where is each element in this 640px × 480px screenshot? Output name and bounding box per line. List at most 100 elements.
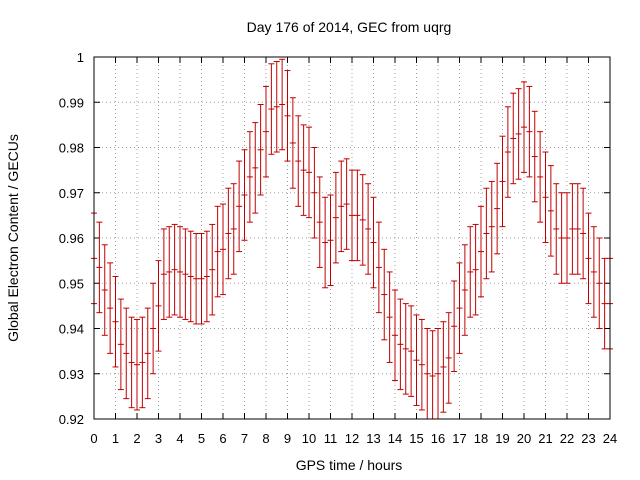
error-bar-point [424,328,431,420]
error-bar-point [418,318,425,411]
error-bar-point [117,298,124,391]
x-tick-label: 7 [241,431,248,446]
error-bar-point [128,316,135,409]
error-bar-point [123,307,130,400]
error-bar-point [354,169,361,262]
error-bar-point [515,88,522,180]
error-bar-point [263,85,269,178]
error-bar-point [198,232,205,325]
error-bar-point [381,248,388,341]
error-bar-point [488,180,495,273]
error-bar-point [155,260,162,352]
error-bar-point [499,135,506,228]
error-bar-point [349,169,355,262]
error-bar-point [435,328,441,420]
error-bar-point [220,203,226,296]
x-tick-label: 23 [581,431,595,446]
error-bar-point [171,223,178,316]
x-tick-label: 6 [219,431,226,446]
error-bar-point [580,187,587,280]
error-bar-point [445,312,452,404]
error-bar-point [327,194,334,287]
error-bar-point [279,58,286,151]
error-bar-point [596,237,603,329]
error-bar-point [370,196,377,289]
error-bar-point [311,147,318,239]
error-bar-point [289,97,296,189]
error-bar-point [112,275,119,368]
error-bar-point [397,298,404,391]
error-bar-point [413,314,420,406]
error-bar-point [494,162,501,255]
x-tick-label: 10 [302,431,316,446]
error-bar-point [295,115,302,207]
x-tick-label: 13 [366,431,380,446]
y-tick-label: 0.99 [59,95,84,110]
error-bar-point [574,183,581,275]
error-bar-point [160,228,167,320]
error-bar-point [531,110,538,203]
error-bar-point [214,205,221,298]
x-tick-label: 17 [452,431,466,446]
y-tick-label: 0.92 [59,412,84,427]
error-bar-point [193,232,200,325]
data-series [91,58,613,420]
error-bar-point [144,307,151,400]
error-bar-point [564,192,570,284]
y-axis-label: Global Electron Content / GECUs [5,134,21,342]
error-bar-point [187,230,194,323]
error-bar-point [375,221,382,314]
error-bar-point [209,223,216,316]
error-bar-point [601,257,608,350]
error-bar-point [177,226,183,318]
x-tick-label: 4 [176,431,183,446]
error-bar-point [96,221,103,314]
x-tick-label: 0 [90,431,97,446]
error-bar-point [526,85,533,178]
error-bar-point [107,262,114,354]
chart-title: Day 176 of 2014, GEC from uqrg [247,19,452,35]
y-tick-label: 0.95 [59,276,84,291]
x-tick-label: 11 [324,431,338,446]
x-axis-ticks: 0 1 2 3 4 5 6 7 8 9 10 11 12 13 14 15 16 17 18 19 20 21 22 23 24 [90,57,617,446]
x-tick-label: 2 [133,431,140,446]
error-bar-point [461,244,468,336]
error-bar-point [547,165,554,257]
error-bar-point [408,305,415,397]
y-tick-label: 0.96 [59,231,84,246]
error-bar-point [590,226,597,318]
x-tick-label: 20 [517,431,531,446]
x-tick-label: 18 [474,431,488,446]
x-tick-label: 16 [431,431,445,446]
error-bar-point [478,205,484,298]
error-bar-point [521,81,527,173]
x-tick-label: 8 [262,431,269,446]
error-bar-point [338,160,345,253]
error-bar-point [306,126,312,219]
error-bar-point [343,158,350,250]
error-bar-point [585,212,592,305]
error-bar-point [166,226,173,318]
x-tick-label: 24 [603,431,617,446]
error-bar-point [504,106,511,198]
y-tick-label: 0.93 [59,367,84,382]
x-axis-label: GPS time / hours [296,457,403,473]
error-bar-point [542,151,549,244]
x-tick-label: 19 [495,431,509,446]
error-bar-point [257,104,264,196]
x-tick-label: 15 [409,431,423,446]
error-bar-point [300,124,307,216]
error-bar-point [230,183,237,275]
error-bar-point [392,289,398,382]
error-bar-point [456,262,463,354]
error-bar-point [365,183,372,275]
error-bar-point [225,187,232,280]
y-tick-label: 0.94 [59,322,84,337]
error-bar-point [273,61,280,153]
error-bar-point [284,70,291,162]
error-bar-point [483,187,490,280]
error-bar-point [150,282,157,375]
error-bar-point [451,280,458,372]
y-tick-label: 0.97 [59,186,84,201]
error-bar-point [101,244,108,336]
